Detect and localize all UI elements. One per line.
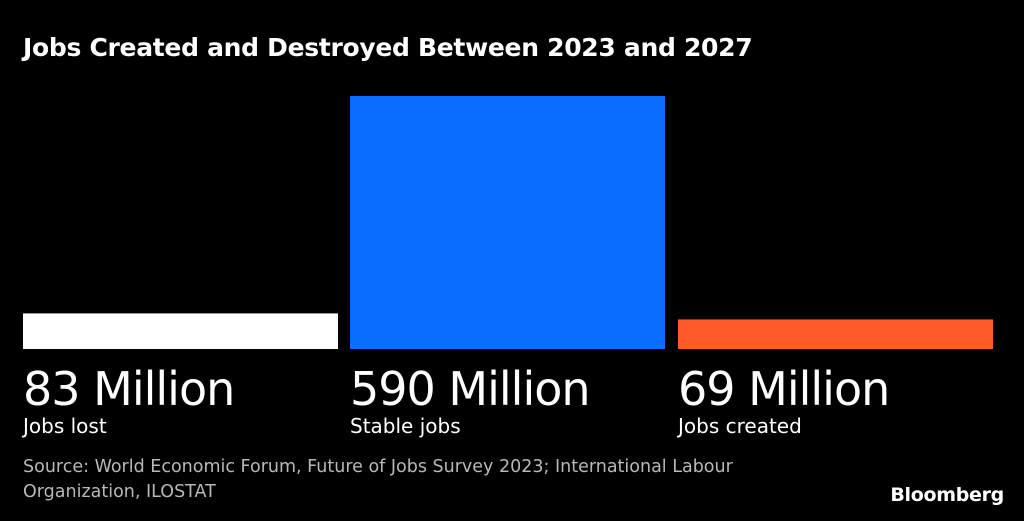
bar-stable-jobs — [350, 96, 665, 349]
source-note: Source: World Economic Forum, Future of … — [23, 457, 733, 502]
value-label-stable-jobs: 590 Million — [350, 362, 591, 416]
value-label-jobs-created: 69 Million — [678, 362, 890, 416]
category-label-jobs-lost: Jobs lost — [23, 414, 107, 438]
bar-jobs-lost — [23, 313, 338, 349]
category-label-jobs-created: Jobs created — [678, 414, 802, 438]
category-label-stable-jobs: Stable jobs — [350, 414, 461, 438]
bloomberg-logo: Bloomberg — [890, 484, 1004, 506]
bar-jobs-created — [678, 319, 993, 349]
chart-title: Jobs Created and Destroyed Between 2023 … — [23, 33, 753, 62]
value-label-jobs-lost: 83 Million — [23, 362, 235, 416]
